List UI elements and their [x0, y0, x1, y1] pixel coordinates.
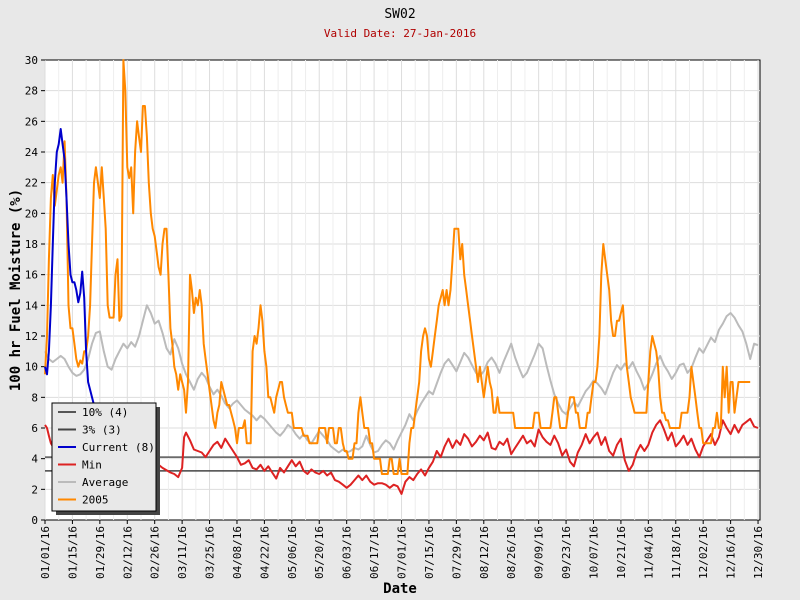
y-tick-label: 0 — [31, 514, 38, 527]
x-tick-label: 05/20/16 — [313, 526, 326, 579]
x-tick-label: 06/03/16 — [341, 526, 354, 579]
x-tick-label: 09/09/16 — [533, 526, 546, 579]
legend-label-current: Current (8) — [82, 441, 155, 454]
x-tick-label: 01/01/16 — [39, 526, 52, 579]
series-line-y2005 — [44, 59, 751, 475]
x-tick-label: 07/15/16 — [423, 526, 436, 579]
legend-box — [51, 402, 157, 512]
x-tick-label: 01/29/16 — [94, 526, 107, 579]
y-tick-label: 22 — [25, 177, 38, 190]
x-tick-label: 10/07/16 — [587, 526, 600, 579]
series-line-min — [44, 417, 759, 495]
x-axis: 01/01/16 01/15/16 01/29/16 02/12/16 02/26/16… — [39, 520, 765, 579]
y-tick-label: 20 — [25, 207, 38, 220]
legend-label-y2005: 2005 — [82, 494, 109, 507]
x-tick-label: 02/12/16 — [121, 526, 134, 579]
x-tick-label: 05/06/16 — [286, 526, 299, 579]
x-tick-label: 12/30/16 — [752, 526, 765, 579]
legend-label-p10: 10% (4) — [82, 406, 128, 419]
y-tick-label: 6 — [31, 422, 38, 435]
x-tick-label: 04/22/16 — [258, 526, 271, 579]
y-tick-label: 12 — [25, 330, 38, 343]
x-tick-label: 07/01/16 — [396, 526, 409, 579]
y-tick-label: 14 — [25, 299, 39, 312]
x-tick-label: 06/17/16 — [368, 526, 381, 579]
x-tick-label: 03/11/16 — [176, 526, 189, 579]
series-lines — [44, 59, 760, 495]
y-tick-label: 30 — [25, 54, 38, 67]
x-tick-label: 02/26/16 — [149, 526, 162, 579]
y-axis-title: 100 hr Fuel Moisture (%) — [8, 189, 24, 391]
x-tick-label: 12/16/16 — [725, 526, 738, 579]
x-axis-title: Date — [383, 581, 417, 597]
chart-subtitle: Valid Date: 27-Jan-2016 — [324, 27, 476, 40]
y-tick-label: 26 — [25, 115, 38, 128]
plot-area — [44, 59, 761, 521]
x-tick-label: 04/08/16 — [231, 526, 244, 579]
legend-label-average: Average — [82, 476, 128, 489]
x-tick-label: 09/23/16 — [560, 526, 573, 579]
x-tick-label: 11/18/16 — [670, 526, 683, 579]
x-tick-label: 07/29/16 — [450, 526, 463, 579]
y-tick-label: 18 — [25, 238, 38, 251]
x-tick-label: 01/15/16 — [66, 526, 79, 579]
x-tick-label: 08/12/16 — [478, 526, 491, 579]
chart-title: SW02 — [384, 7, 415, 22]
x-tick-label: 10/21/16 — [615, 526, 628, 579]
x-tick-label: 08/26/16 — [505, 526, 518, 579]
x-tick-label: 12/02/16 — [697, 526, 710, 579]
y-tick-label: 10 — [25, 361, 38, 374]
legend-label-p3: 3% (3) — [82, 424, 122, 437]
y-tick-label: 8 — [31, 391, 38, 404]
legend-label-min: Min — [82, 459, 102, 472]
y-tick-label: 16 — [25, 269, 38, 282]
x-tick-label: 03/25/16 — [204, 526, 217, 579]
y-tick-label: 4 — [31, 453, 38, 466]
y-tick-label: 2 — [31, 483, 38, 496]
series-line-current — [44, 128, 95, 406]
legend: 10% (4) 3% (3) Current (8) Min Average 2005 — [51, 402, 160, 515]
series-line-average — [44, 304, 759, 454]
x-tick-label: 11/04/16 — [642, 526, 655, 579]
y-tick-label: 28 — [25, 85, 38, 98]
y-tick-label: 24 — [25, 146, 39, 159]
